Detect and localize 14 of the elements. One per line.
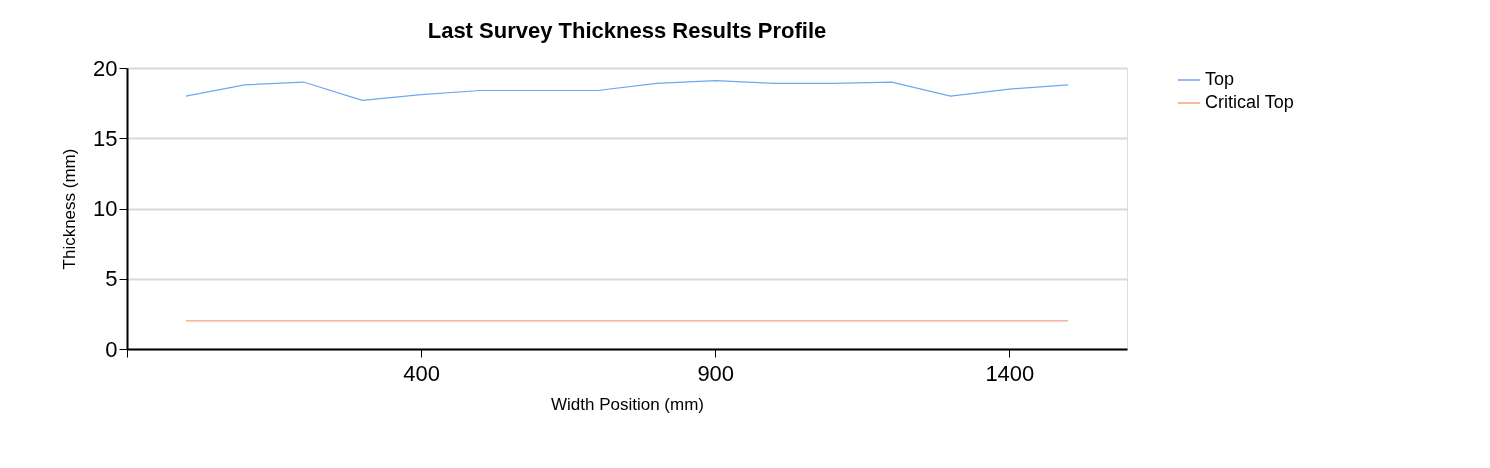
x-axis-title: Width Position (mm) (550, 394, 705, 414)
legend-label: Critical Top (1205, 92, 1294, 112)
x-tick-label: 900 (697, 360, 735, 386)
x-tick-label: 1400 (985, 360, 1035, 386)
y-tick-label: 20 (93, 55, 118, 81)
line-series (185, 80, 1069, 101)
legend-label: Top (1205, 69, 1235, 89)
y-tick-label: 0 (105, 336, 118, 362)
y-tick-label: 10 (93, 196, 118, 221)
x-tick-label: 400 (403, 360, 440, 386)
chart-title: Last Survey Thickness Results Profile (427, 18, 827, 43)
y-axis-title: Thickness (mm) (60, 148, 80, 270)
y-tick-label: 15 (93, 125, 118, 151)
y-tick-label: 5 (105, 266, 118, 292)
